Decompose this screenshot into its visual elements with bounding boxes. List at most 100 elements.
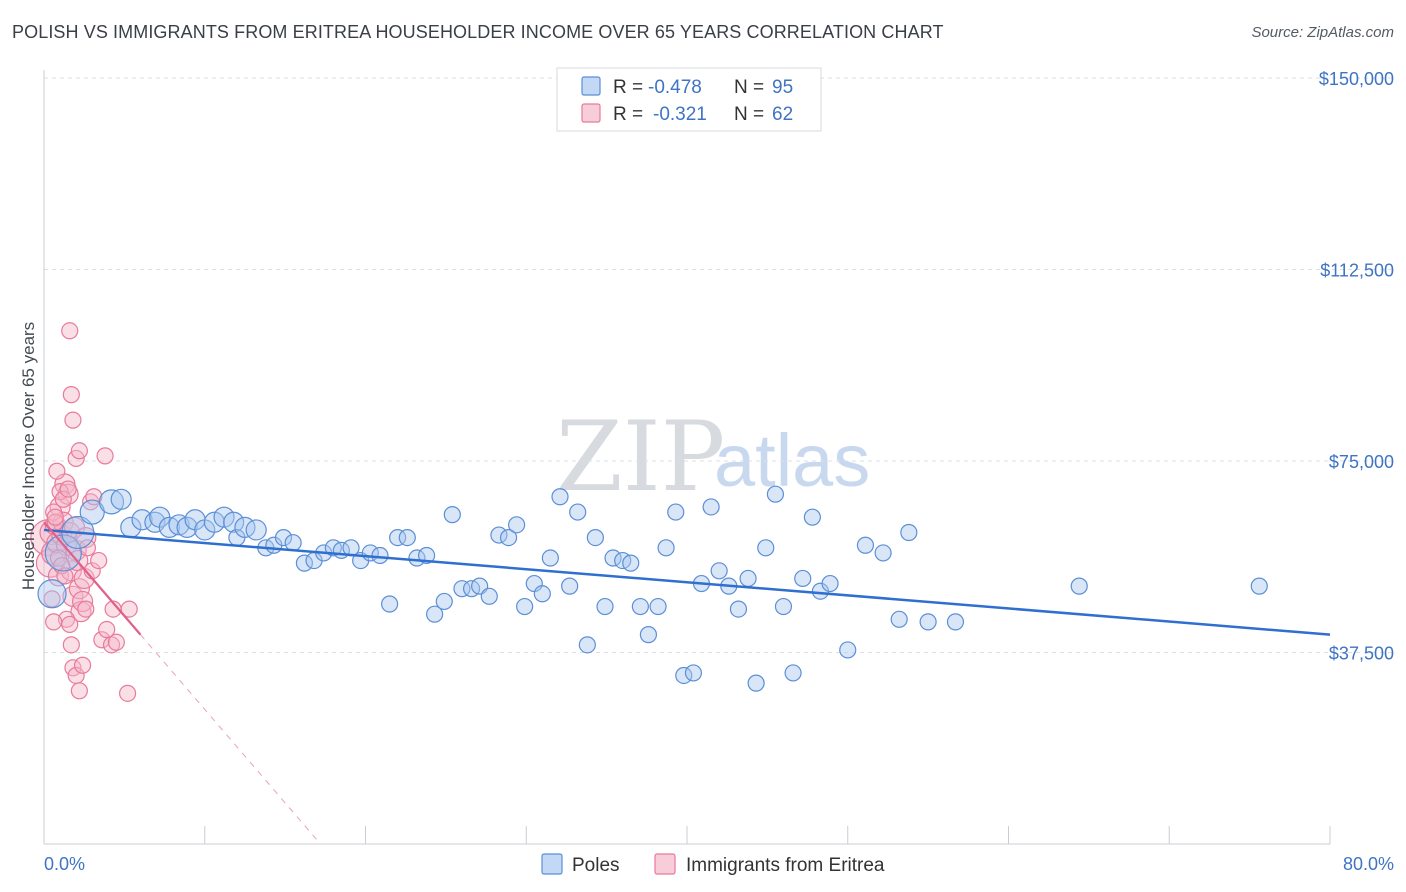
series-legend-label-poles: Poles <box>572 855 620 876</box>
poles-trend-line <box>43 528 1331 636</box>
poles-point <box>766 485 785 503</box>
poles-point <box>684 664 703 682</box>
poles-point <box>578 636 596 654</box>
series-legend-swatch-poles <box>541 853 563 875</box>
poles-point <box>213 506 235 528</box>
poles-point <box>586 528 604 547</box>
poles-point <box>371 546 389 565</box>
poles-point <box>657 539 675 557</box>
source-credit: Source: ZipAtlas.com <box>1251 24 1394 41</box>
series-poles <box>37 485 1268 692</box>
eritrea-point <box>62 386 80 404</box>
eritrea-point <box>68 578 90 600</box>
legend-n-label-eritrea: N = <box>734 104 764 125</box>
legend-r-value-eritrea: -0.321 <box>653 104 707 125</box>
poles-point <box>604 549 622 567</box>
poles-point <box>37 579 67 609</box>
poles-point <box>622 554 640 572</box>
poles-point <box>508 516 526 534</box>
poles-point <box>490 526 508 544</box>
poles-point <box>900 523 918 542</box>
poles-point <box>639 626 658 644</box>
eritrea-point <box>54 490 72 508</box>
poles-point <box>223 511 245 533</box>
poles-point <box>784 664 802 682</box>
poles-point <box>284 534 302 552</box>
eritrea-point <box>61 322 79 340</box>
y-axis-label: Householder Income Over 65 years <box>19 322 38 590</box>
poles-point <box>747 674 765 692</box>
legend-n-value-poles: 95 <box>772 77 793 98</box>
y-tick-label: $37,500 <box>1329 644 1394 664</box>
poles-point <box>710 562 728 580</box>
poles-point <box>274 528 293 547</box>
poles-point <box>295 554 314 572</box>
legend-swatch-poles <box>581 76 601 96</box>
poles-point <box>794 569 812 588</box>
eritrea-point <box>107 633 125 651</box>
eritrea-point <box>120 600 138 618</box>
poles-point <box>569 503 587 521</box>
poles-point <box>803 508 821 526</box>
eritrea-trend-line <box>43 521 142 636</box>
poles-point <box>919 613 937 631</box>
x-tick-label-min: 0.0% <box>44 854 85 874</box>
poles-point <box>203 511 225 533</box>
series-legend: Poles Immigrants from Eritrea <box>541 853 885 876</box>
poles-point <box>408 549 426 567</box>
poles-point <box>596 597 614 616</box>
poles-point <box>631 597 649 616</box>
eritrea-point <box>77 600 95 618</box>
eritrea-point <box>78 539 97 557</box>
poles-point <box>839 641 857 659</box>
poles-point <box>561 577 579 595</box>
poles-point <box>398 528 416 547</box>
poles-point <box>453 580 471 598</box>
x-ticks <box>43 826 1331 844</box>
eritrea-point <box>48 462 66 480</box>
poles-point <box>381 595 399 613</box>
poles-point <box>389 528 407 547</box>
poles-point <box>551 488 569 506</box>
poles-point <box>541 549 559 567</box>
poles-point <box>774 597 793 616</box>
poles-point <box>649 597 667 616</box>
eritrea-point <box>59 480 77 498</box>
eritrea-point <box>93 631 111 649</box>
poles-point <box>499 528 518 547</box>
poles-point <box>417 546 436 565</box>
poles-point <box>757 539 775 557</box>
y-tick-label: $150,000 <box>1319 69 1394 89</box>
poles-point <box>739 569 757 588</box>
poles-point <box>443 506 461 524</box>
eritrea-point <box>64 411 82 429</box>
eritrea-point <box>118 684 137 702</box>
series-legend-label-eritrea: Immigrants from Eritrea <box>686 855 885 876</box>
poles-point <box>946 613 965 631</box>
poles-point <box>435 592 453 611</box>
trend-lines <box>43 521 1331 845</box>
correlation-legend: R = -0.478 N = 95 R = -0.321 N = 62 <box>556 67 822 132</box>
watermark: ZIP atlas <box>556 401 870 513</box>
legend-n-value-eritrea: 62 <box>772 104 793 125</box>
legend-r-label-poles: R = <box>613 77 643 98</box>
poles-point <box>168 514 190 536</box>
y-tick-labels: $150,000 $112,500 $75,000 $37,500 <box>1319 69 1394 664</box>
eritrea-point <box>61 615 79 634</box>
poles-point <box>516 597 534 616</box>
poles-point <box>729 600 748 618</box>
eritrea-point <box>70 682 88 700</box>
poles-point <box>426 605 444 623</box>
legend-r-label-eritrea: R = <box>613 104 643 125</box>
poles-point <box>480 587 498 605</box>
eritrea-point <box>56 567 74 585</box>
eritrea-point <box>90 551 108 570</box>
poles-point <box>890 610 908 628</box>
chart-title: POLISH VS IMMIGRANTS FROM ERITREA HOUSEH… <box>12 22 944 42</box>
eritrea-point <box>62 636 80 654</box>
eritrea-point <box>73 656 92 674</box>
poles-point <box>110 488 132 510</box>
poles-point <box>702 498 720 516</box>
legend-n-label-poles: N = <box>734 77 764 98</box>
